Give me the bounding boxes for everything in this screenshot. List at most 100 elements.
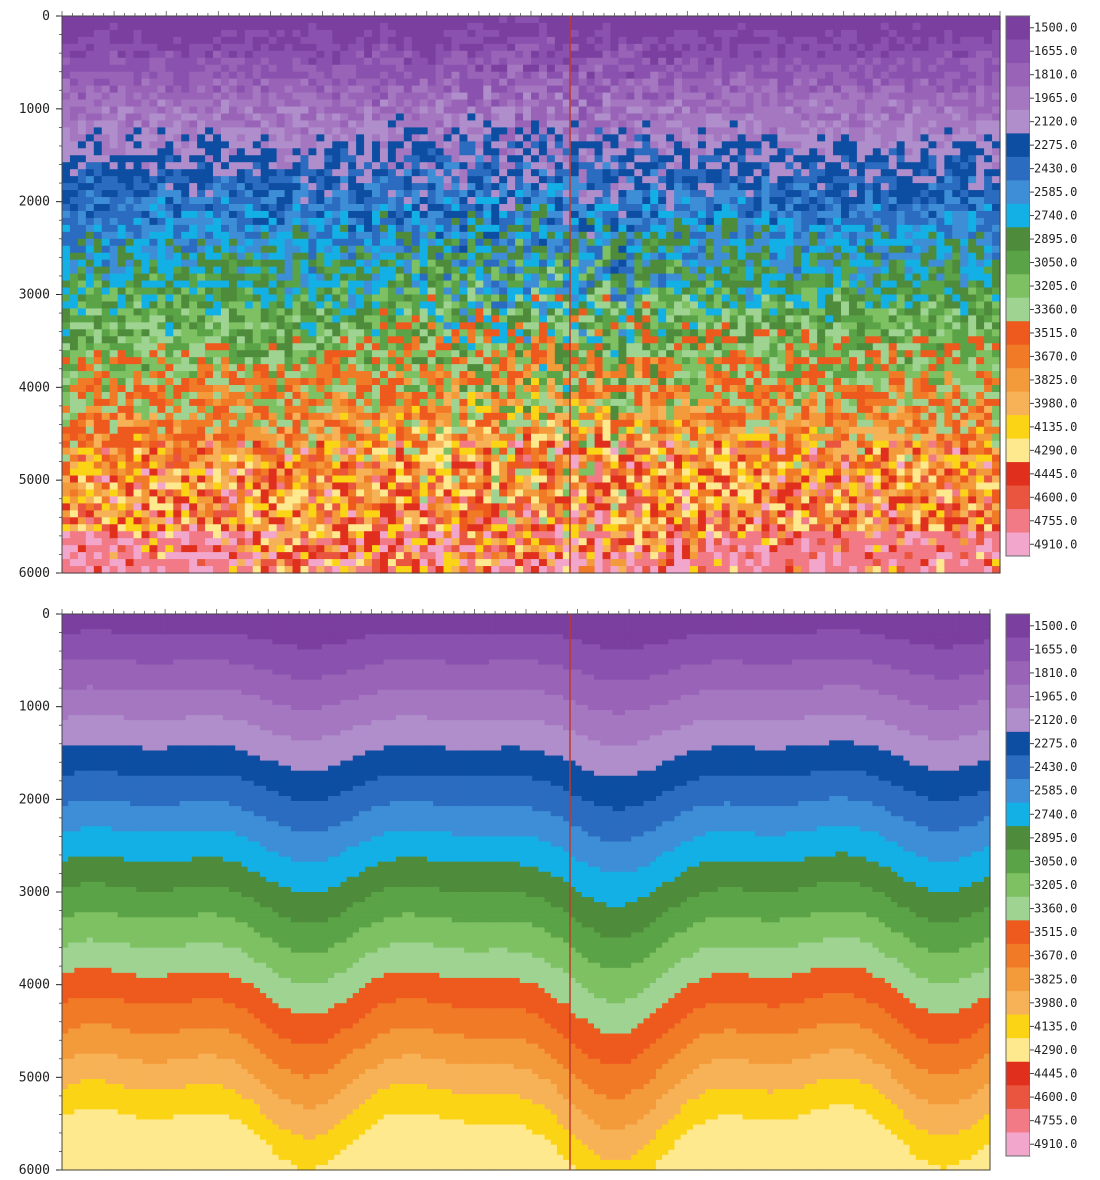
field-cell <box>102 531 111 539</box>
field-cell <box>316 301 325 309</box>
field-cell <box>181 176 190 184</box>
field-cell <box>229 190 238 198</box>
field-cell <box>118 232 127 240</box>
field-cell <box>452 190 461 198</box>
field-cell <box>531 218 540 226</box>
field-cell <box>237 211 246 219</box>
field-cell <box>380 496 389 504</box>
field-cell <box>189 406 198 414</box>
field-cell <box>221 301 230 309</box>
field-cell <box>547 322 556 330</box>
field-cell <box>459 274 468 282</box>
field-cell <box>428 392 437 400</box>
field-cell <box>412 524 421 532</box>
field-cell <box>515 322 524 330</box>
field-cell <box>475 100 484 108</box>
field-cell <box>348 399 357 407</box>
field-cell <box>475 44 484 52</box>
field-cell <box>173 232 182 240</box>
field-cell <box>86 315 95 323</box>
field-cell <box>332 552 341 560</box>
field-cell <box>253 218 262 226</box>
field-cell <box>539 343 548 351</box>
field-cell <box>547 538 556 546</box>
field-cell <box>293 155 302 163</box>
field-cell <box>141 225 150 233</box>
field-cell <box>126 183 135 191</box>
field-cell <box>388 134 397 142</box>
field-cell <box>547 267 556 275</box>
field-cell <box>428 232 437 240</box>
field-cell <box>515 197 524 205</box>
field-cell <box>436 420 445 428</box>
field-cell <box>173 329 182 337</box>
field-cell <box>467 253 476 261</box>
field-cell <box>555 93 564 101</box>
field-cell <box>70 476 79 484</box>
field-cell <box>141 148 150 156</box>
field-cell <box>126 462 135 470</box>
field-cell <box>134 281 143 289</box>
field-cell <box>372 127 381 135</box>
field-cell <box>483 455 492 463</box>
field-cell <box>499 448 508 456</box>
field-cell <box>467 489 476 497</box>
field-cell <box>277 462 286 470</box>
field-cell <box>126 476 135 484</box>
field-cell <box>555 204 564 212</box>
field-cell <box>300 531 309 539</box>
field-cell <box>332 336 341 344</box>
field-cell <box>539 281 548 289</box>
field-cell <box>467 239 476 247</box>
field-cell <box>141 44 150 52</box>
field-cell <box>269 420 278 428</box>
field-cell <box>181 462 190 470</box>
field-cell <box>86 260 95 268</box>
field-cell <box>94 455 103 463</box>
field-cell <box>372 315 381 323</box>
field-cell <box>539 489 548 497</box>
field-cell <box>94 427 103 435</box>
field-cell <box>78 16 87 24</box>
field-cell <box>396 462 405 470</box>
field-cell <box>308 51 317 59</box>
field-cell <box>452 413 461 421</box>
field-cell <box>396 23 405 31</box>
field-cell <box>62 434 71 442</box>
field-cell <box>459 343 468 351</box>
field-cell <box>364 378 373 386</box>
field-cell <box>285 531 294 539</box>
field-cell <box>436 489 445 497</box>
field-cell <box>197 51 206 59</box>
field-cell <box>173 427 182 435</box>
field-cell <box>197 420 206 428</box>
field-cell <box>221 315 230 323</box>
field-cell <box>404 559 413 567</box>
field-cell <box>515 134 524 142</box>
field-cell <box>388 100 397 108</box>
field-cell <box>245 496 254 504</box>
field-cell <box>229 274 238 282</box>
field-cell <box>86 552 95 560</box>
field-cell <box>404 127 413 135</box>
field-cell <box>213 79 222 87</box>
field-cell <box>547 399 556 407</box>
field-cell <box>523 427 532 435</box>
field-cell <box>229 322 238 330</box>
field-cell <box>205 552 214 560</box>
field-cell <box>332 197 341 205</box>
field-cell <box>86 204 95 212</box>
field-cell <box>412 218 421 226</box>
field-cell <box>126 448 135 456</box>
field-cell <box>189 350 198 358</box>
field-cell <box>110 295 119 303</box>
field-cell <box>261 281 270 289</box>
field-cell <box>141 107 150 115</box>
field-cell <box>324 455 333 463</box>
field-cell <box>173 288 182 296</box>
field-cell <box>515 315 524 323</box>
field-cell <box>149 281 158 289</box>
field-cell <box>452 107 461 115</box>
field-cell <box>141 23 150 31</box>
field-cell <box>253 190 262 198</box>
